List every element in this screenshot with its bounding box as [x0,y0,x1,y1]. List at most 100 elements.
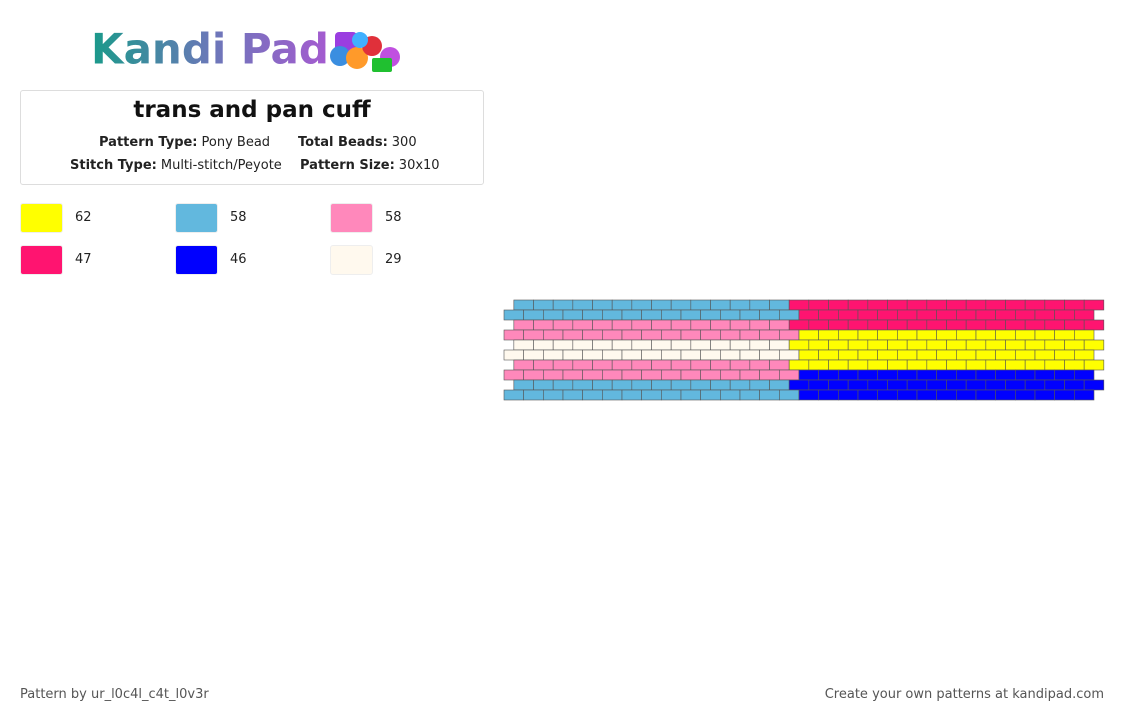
bead [661,309,682,321]
bead [700,309,721,321]
bead [503,389,524,401]
bead [1034,349,1055,361]
bead [670,319,692,331]
bead [720,369,741,381]
bead [759,389,780,401]
bead [729,319,751,331]
bead [533,359,554,371]
bead [1044,319,1065,331]
bead [916,329,937,341]
color-swatch [175,245,218,275]
bead [582,389,603,401]
bead [651,339,672,351]
bead [906,339,928,351]
bead [1064,319,1085,331]
bead [621,369,642,381]
bead [1054,389,1075,401]
bead [720,309,741,321]
bead [749,359,770,371]
bead [838,349,859,361]
bead [670,379,692,391]
color-legend: 62 58 58 47 46 29 [20,203,500,283]
bead [739,329,760,341]
bead [552,299,574,311]
bead [1054,369,1075,381]
bead [1044,339,1065,351]
bead [513,359,534,371]
bead [602,309,623,321]
bead [936,369,957,381]
info-value: 300 [391,135,417,150]
bead [779,309,800,321]
bead [857,349,878,361]
bead [798,369,819,381]
bead [631,379,652,391]
bead [1034,369,1055,381]
bead [897,309,918,321]
bead [631,299,652,311]
bead [1034,389,1055,401]
bead [877,389,898,401]
bead [946,319,967,331]
bead [1083,339,1105,351]
bead [710,319,731,331]
bead [847,379,869,391]
bead [1024,359,1046,371]
bead [1074,349,1095,361]
bead [562,369,583,381]
bead [798,349,819,361]
bead [1083,379,1105,391]
bead [818,349,839,361]
bead [946,339,967,351]
info-label: Pattern Size: [300,158,395,173]
bead [513,299,534,311]
bead [956,349,977,361]
bead [543,329,564,341]
info-item: Total Beads: 300 [298,135,417,150]
bead [769,319,790,331]
bead [847,299,869,311]
bead [1083,319,1105,331]
bead [592,299,613,311]
bead [788,299,810,311]
bead [552,319,574,331]
bead [1005,319,1026,331]
bead [956,369,977,381]
color-swatch [20,203,63,233]
info-label: Total Beads: [298,135,388,150]
bead [1024,339,1046,351]
bead [690,319,711,331]
bead [965,379,987,391]
bead [867,339,888,351]
bead [887,319,908,331]
bead [906,359,928,371]
footer-author: Pattern by ur_l0c4l_c4t_l0v3r [20,687,209,702]
bead [779,369,800,381]
bead [926,339,947,351]
bead [906,299,928,311]
bead [916,389,937,401]
bead [562,329,583,341]
bead [552,359,574,371]
bead [769,359,790,371]
bead [572,379,593,391]
bead [720,349,741,361]
bead [1074,369,1095,381]
info-value: Pony Bead [201,135,271,150]
bead [749,339,770,351]
bead [828,359,849,371]
bead [906,319,928,331]
bead [611,359,633,371]
bead [680,369,701,381]
bead [602,349,623,361]
bead [1064,359,1085,371]
bead [926,319,947,331]
bead [631,359,652,371]
bead [965,359,987,371]
bead [680,389,701,401]
bead [690,379,711,391]
logo-icon [330,32,400,72]
bead [887,379,908,391]
bead [710,379,731,391]
bead [1015,309,1036,321]
